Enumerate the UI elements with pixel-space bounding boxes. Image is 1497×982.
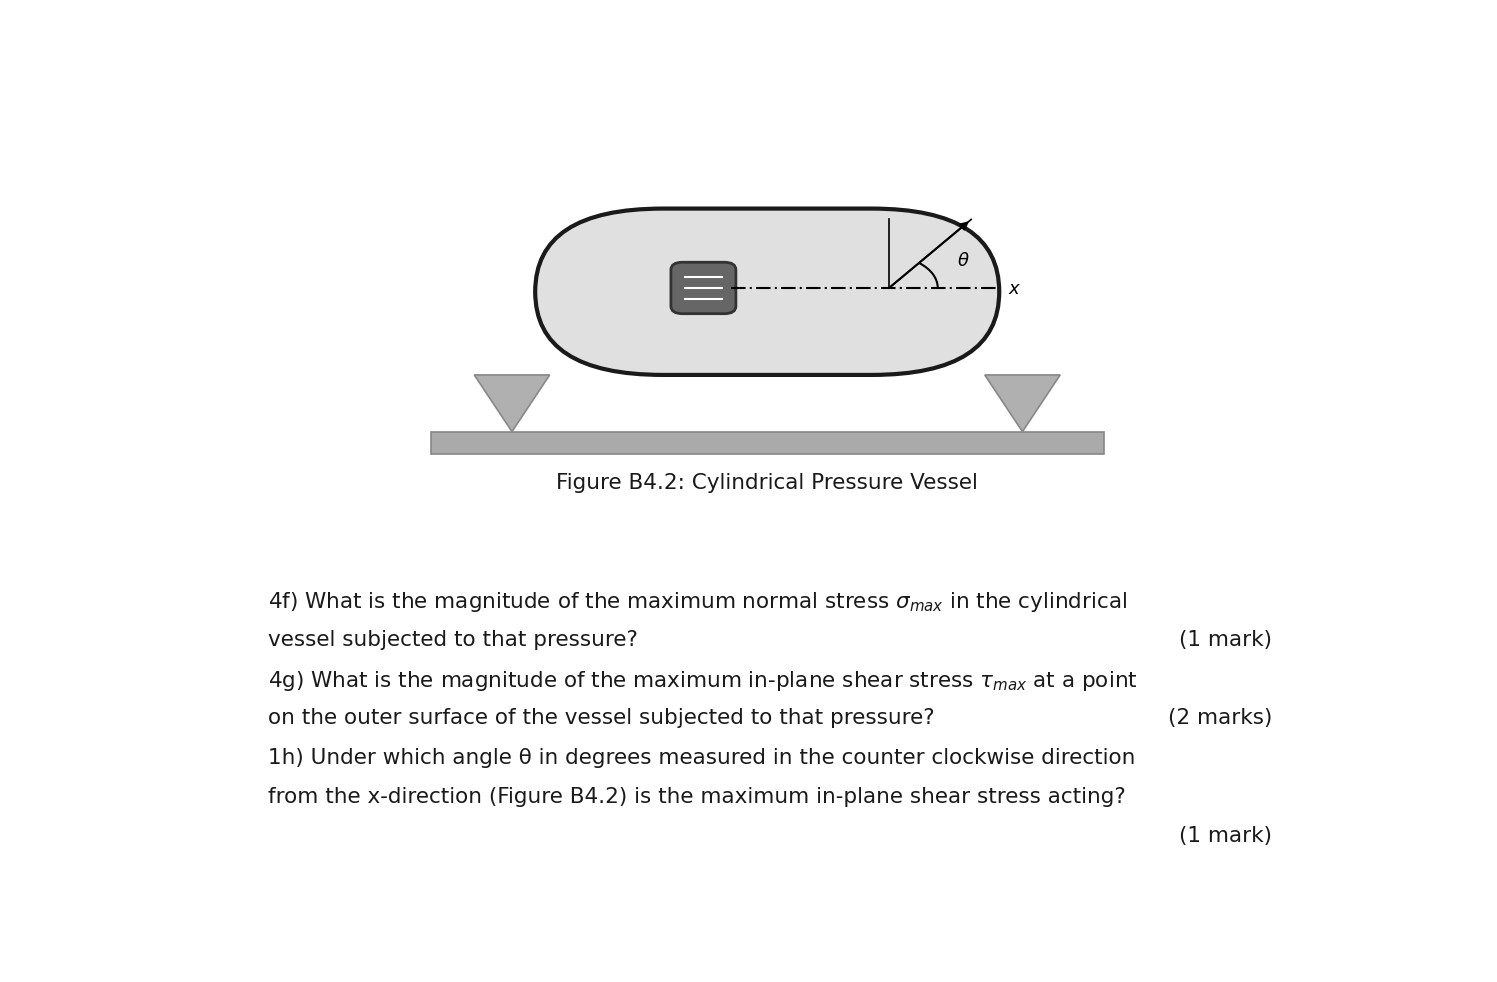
Polygon shape [475,375,549,432]
Text: 4g) What is the magnitude of the maximum in-plane shear stress $\tau_{max}$ at a: 4g) What is the magnitude of the maximum… [268,669,1138,693]
Text: vessel subjected to that pressure?: vessel subjected to that pressure? [268,629,638,650]
Text: 4f) What is the magnitude of the maximum normal stress $\sigma_{max}$ in the cyl: 4f) What is the magnitude of the maximum… [268,590,1127,615]
Bar [431,432,1103,455]
Text: 1h) Under which angle θ in degrees measured in the counter clockwise direction: 1h) Under which angle θ in degrees measu… [268,747,1136,768]
Text: (1 mark): (1 mark) [1180,826,1272,846]
Polygon shape [985,375,1060,432]
FancyBboxPatch shape [671,262,737,313]
Text: $\theta$: $\theta$ [957,251,970,269]
Text: (2 marks): (2 marks) [1168,708,1272,729]
Text: from the x-direction (Figure B4.2) is the maximum in-plane shear stress acting?: from the x-direction (Figure B4.2) is th… [268,787,1126,807]
Text: on the outer surface of the vessel subjected to that pressure?: on the outer surface of the vessel subje… [268,708,936,729]
Text: x: x [1009,281,1019,299]
Text: (1 mark): (1 mark) [1180,629,1272,650]
FancyBboxPatch shape [536,208,1000,375]
Text: Figure B4.2: Cylindrical Pressure Vessel: Figure B4.2: Cylindrical Pressure Vessel [557,473,978,493]
